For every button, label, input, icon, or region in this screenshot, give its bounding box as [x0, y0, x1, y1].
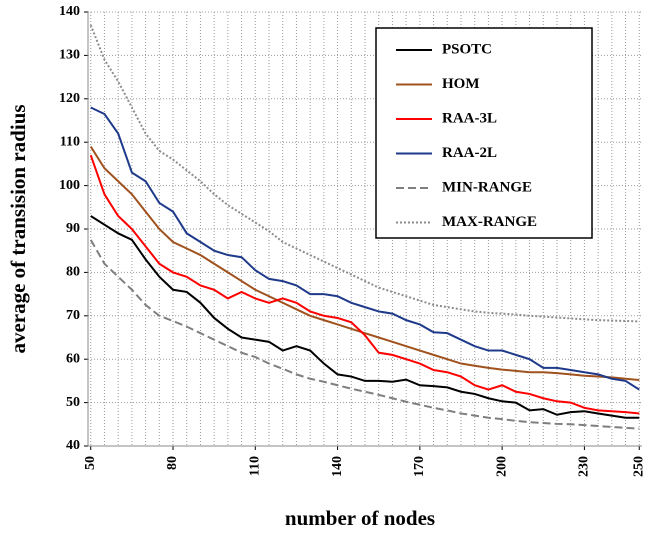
legend-label: RAA-2L: [442, 145, 497, 161]
legend-label: MIN-RANGE: [442, 179, 532, 195]
series-line: [89, 239, 640, 430]
x-axis-label: number of nodes: [285, 506, 435, 530]
legend-label: MAX-RANGE: [442, 214, 537, 230]
x-tick-label: 200: [494, 456, 509, 477]
y-tick-label: 100: [59, 178, 80, 193]
y-tick-label: 40: [66, 438, 80, 453]
x-tick-label: 110: [248, 456, 263, 476]
x-tick-label: 230: [577, 456, 592, 477]
x-tick-label: 170: [412, 456, 427, 477]
series-line: [89, 146, 640, 382]
y-tick-label: 130: [59, 48, 80, 63]
series-line: [89, 154, 640, 415]
y-tick-label: 140: [59, 4, 80, 19]
y-tick-label: 60: [66, 351, 80, 366]
y-tick-label: 50: [66, 395, 80, 410]
x-tick-label: 250: [631, 456, 646, 477]
legend-box: [375, 27, 593, 239]
series-line: [89, 24, 640, 323]
legend-label: HOM: [442, 76, 480, 92]
series-line: [90, 106, 640, 391]
x-tick-label: 80: [165, 456, 180, 470]
y-tick-label: 80: [66, 265, 80, 280]
y-tick-label: 120: [59, 91, 80, 106]
x-tick-label: 140: [330, 456, 345, 477]
legend-label: PSOTC: [442, 41, 492, 57]
y-axis-label: average of transision radius: [6, 104, 30, 353]
x-tick-label: 50: [83, 456, 98, 470]
y-tick-label: 70: [66, 308, 80, 323]
series-line: [90, 215, 640, 419]
y-tick-label: 110: [60, 134, 80, 149]
legend-label: RAA-3L: [442, 110, 497, 126]
y-tick-label: 90: [66, 221, 80, 236]
